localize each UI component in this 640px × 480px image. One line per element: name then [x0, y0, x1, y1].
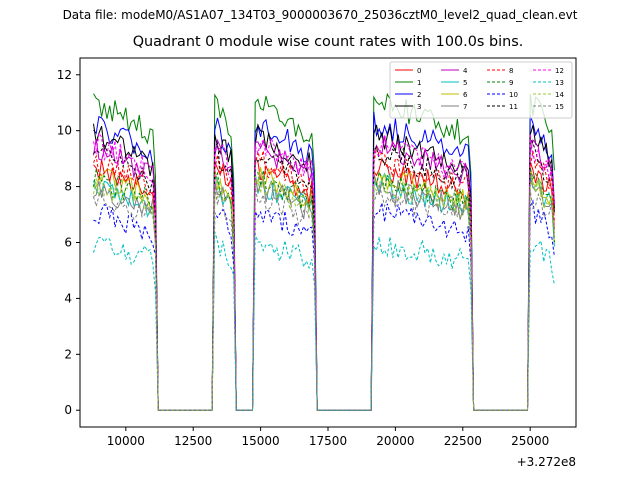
legend-label: 0 — [417, 67, 421, 75]
series-line — [93, 123, 555, 411]
x-tick-label: 22500 — [444, 434, 482, 448]
x-tick-label: 15000 — [242, 434, 280, 448]
y-tick-label: 8 — [64, 180, 72, 194]
series-line — [93, 136, 555, 411]
series-line — [93, 155, 555, 411]
legend-label: 5 — [463, 79, 467, 87]
series-line — [93, 167, 555, 411]
series-line — [93, 173, 555, 411]
series-line — [93, 92, 555, 411]
legend-label: 4 — [463, 67, 468, 75]
plot-lines — [93, 92, 555, 411]
series-line — [93, 145, 555, 411]
axis-ticks: 10000 12500 15000 17500 20000 22500 25000 0 2 4 6 8… — [57, 68, 550, 448]
legend-label: 11 — [509, 103, 518, 111]
x-tick-label: 17500 — [309, 434, 347, 448]
y-tick-label: 10 — [57, 124, 72, 138]
y-tick-label: 0 — [64, 403, 72, 417]
series-line — [93, 165, 555, 411]
legend-box — [389, 61, 573, 119]
series-line — [93, 173, 555, 411]
series-line — [93, 171, 555, 411]
legend-label: 2 — [417, 91, 421, 99]
x-tick-label: 20000 — [376, 434, 414, 448]
y-tick-label: 6 — [64, 236, 72, 250]
y-tick-label: 2 — [64, 347, 72, 361]
legend-label: 7 — [463, 103, 467, 111]
y-tick-label: 12 — [57, 68, 72, 82]
series-line — [93, 183, 555, 411]
legend-label: 3 — [417, 103, 421, 111]
legend-label: 12 — [555, 67, 564, 75]
legend-label: 1 — [417, 79, 421, 87]
x-offset-label: +3.272e8 — [517, 455, 576, 469]
chart-title: Quadrant 0 module wise count rates with … — [132, 34, 524, 50]
legend-label: 8 — [509, 67, 513, 75]
x-tick-label: 10000 — [107, 434, 145, 448]
legend-label: 9 — [509, 79, 513, 87]
series-line — [93, 136, 555, 411]
series-line — [93, 199, 555, 411]
x-tick-label: 12500 — [174, 434, 212, 448]
figure-suptitle: Data file: modeM0/AS1A07_134T03_90000036… — [62, 8, 578, 22]
legend-label: 13 — [555, 79, 564, 87]
series-line — [93, 231, 555, 411]
series-line — [93, 131, 555, 411]
legend-label: 10 — [509, 91, 518, 99]
x-tick-label: 25000 — [511, 434, 549, 448]
legend-label: 6 — [463, 91, 468, 99]
legend-label: 14 — [555, 91, 564, 99]
y-tick-label: 4 — [64, 291, 72, 305]
series-line — [93, 111, 555, 411]
legend-label: 15 — [555, 103, 564, 111]
